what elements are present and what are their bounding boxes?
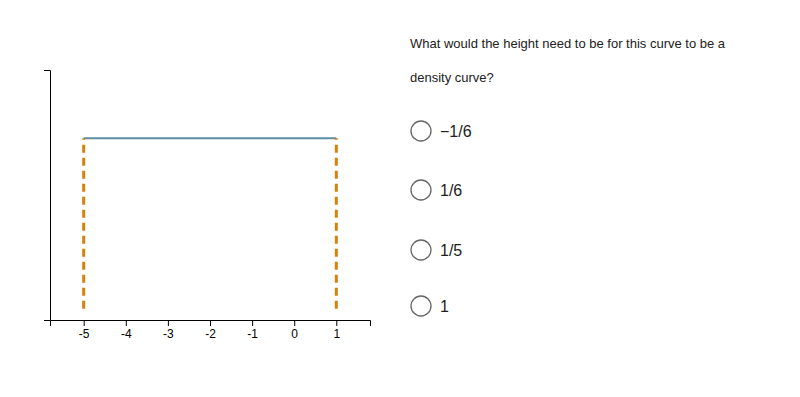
x-tick-mark [84,320,85,326]
x-tick-label: 1 [333,327,340,341]
x-tick-mark [294,320,295,326]
option-label[interactable]: 1/6 [440,182,462,199]
plot-area [84,138,337,308]
radio-button[interactable] [411,180,431,200]
x-tick-label: 0 [291,327,298,341]
line [84,137,337,139]
x-tick: -3 [163,320,174,341]
x-tick: -2 [205,320,216,341]
radio-button[interactable] [411,240,431,260]
x-tick: 1 [333,320,340,341]
x-tick: -5 [79,320,90,341]
chart: -5 -4 -3 -2 -1 0 1 What would the height need t… [0,0,800,397]
x-tick-label: -3 [163,327,174,341]
x-tick-label: -1 [247,327,258,341]
x-axis-line [51,321,371,327]
question-text: density curve? [410,70,494,85]
radio-button[interactable] [411,121,431,141]
y-axis [44,71,51,321]
question-text: What would the height need to be for thi… [410,36,726,51]
x-tick: -1 [247,320,258,341]
x-tick-label: -2 [205,327,216,341]
x-tick-label: -5 [79,327,90,341]
option-label[interactable]: 1 [440,298,449,315]
x-tick-mark [168,320,169,326]
option-label[interactable]: 1/5 [440,242,462,259]
x-axis: -5 -4 -3 -2 -1 0 1 [51,320,371,341]
line [335,138,338,308]
y-axis-line [44,71,51,321]
x-tick-mark [126,320,127,326]
radio-button[interactable] [411,296,431,316]
x-tick: -4 [121,320,132,341]
x-tick-mark [210,320,211,326]
x-tick-label: -4 [121,327,132,341]
x-tick-mark [252,320,253,326]
x-tick-mark [336,320,337,326]
option-label[interactable]: −1/6 [440,123,472,140]
x-tick: 0 [291,320,298,341]
line [82,138,85,308]
